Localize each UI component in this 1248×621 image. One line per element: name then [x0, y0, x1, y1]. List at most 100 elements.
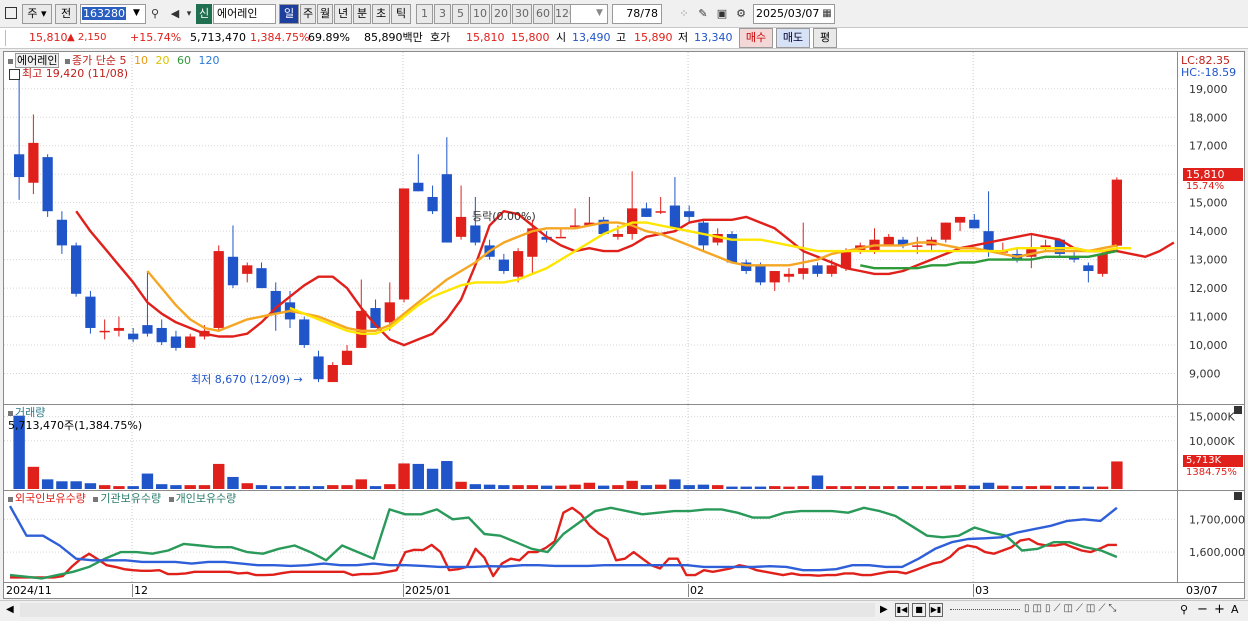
- period-tab-1[interactable]: 주: [300, 4, 316, 24]
- code-dropdown-icon[interactable]: ▼: [133, 8, 140, 18]
- gear-icon[interactable]: ⚙: [736, 7, 746, 20]
- save-icon[interactable]: ▣: [716, 7, 728, 20]
- draw-icon[interactable]: ✎: [698, 7, 708, 20]
- volume-bar: [512, 485, 524, 489]
- window-icon[interactable]: [5, 7, 17, 19]
- volume-bar: [1054, 486, 1066, 489]
- code-input[interactable]: 163280: [80, 4, 146, 24]
- candle-body: [555, 236, 567, 239]
- legend-square-icon: [8, 410, 13, 416]
- volume-bar: [1082, 486, 1095, 489]
- first-page-icon[interactable]: ▮◀: [895, 603, 909, 617]
- font-size-icon[interactable]: A: [1231, 603, 1239, 616]
- candle-body: [1040, 245, 1051, 249]
- candle-body: [413, 182, 424, 192]
- period-tab-4[interactable]: 분: [353, 4, 371, 24]
- volume-bar: [925, 486, 938, 489]
- stop-icon[interactable]: ■: [912, 603, 926, 617]
- x-axis-label: 2025/01: [402, 584, 451, 597]
- minute-option-1[interactable]: 3: [434, 4, 451, 24]
- search-icon[interactable]: ⚲: [150, 7, 160, 20]
- candle-body: [912, 245, 923, 247]
- zoom-search-icon[interactable]: ⚲: [1180, 603, 1189, 616]
- volume-bar: [754, 486, 767, 489]
- volume-bar: [227, 476, 239, 489]
- x-axis-label: 03: [973, 584, 990, 597]
- price-change-pct: +15.74%: [130, 31, 182, 44]
- y-tick-label: 18,000: [1189, 111, 1228, 124]
- minute-option-3[interactable]: 10: [470, 4, 490, 24]
- volume-bar: [769, 486, 781, 489]
- scroll-left-icon[interactable]: ◀: [6, 604, 14, 615]
- avg-button[interactable]: 평: [813, 28, 837, 48]
- zoom-slider[interactable]: [950, 609, 1020, 612]
- candle-body: [527, 228, 538, 257]
- minute-custom-dropdown-icon[interactable]: ▼: [596, 8, 603, 18]
- count-field[interactable]: 78/78: [612, 4, 662, 24]
- volume-bar: [41, 479, 54, 489]
- zoom-in-icon[interactable]: +: [1214, 602, 1225, 617]
- minute-option-5[interactable]: 30: [512, 4, 532, 24]
- volume-bar: [740, 486, 752, 489]
- sell-button[interactable]: 매도: [776, 28, 810, 48]
- candle-body: [113, 327, 125, 331]
- memo-icon[interactable]: [9, 68, 20, 80]
- period-tab-2[interactable]: 월: [317, 4, 333, 24]
- volume-bar: [27, 466, 40, 489]
- period-tab-3[interactable]: 년: [334, 4, 352, 24]
- volume-bar: [241, 483, 253, 489]
- buy-button[interactable]: 매수: [739, 28, 773, 48]
- minute-option-2[interactable]: 5: [452, 4, 469, 24]
- data-icon[interactable]: ⁘: [679, 7, 689, 20]
- candle-body: [1054, 239, 1065, 254]
- volume-bar: [669, 479, 681, 489]
- ma-line-60: [860, 249, 1118, 270]
- last-page-icon[interactable]: ▶▮: [929, 603, 943, 617]
- minute-option-6[interactable]: 60: [533, 4, 553, 24]
- volume-bar: [170, 485, 182, 489]
- legend-square-icon: [8, 58, 13, 64]
- date-field[interactable]: 2025/03/07: [753, 4, 835, 24]
- period-tab-0[interactable]: 일: [279, 4, 299, 24]
- zoom-out-icon[interactable]: −: [1197, 602, 1208, 617]
- ma-line-20: [289, 221, 1132, 335]
- volume-bar: [84, 483, 97, 489]
- minute-option-4[interactable]: 20: [491, 4, 511, 24]
- chevron-down-icon[interactable]: ▾: [186, 9, 192, 19]
- holdings-close-icon[interactable]: [1234, 492, 1242, 500]
- holdings-chart: 1,600,000 1,700,000: [4, 491, 1245, 582]
- cursor-note: 등락(0.00%): [472, 210, 536, 223]
- sound-icon[interactable]: ◀: [170, 7, 180, 20]
- volume-bar: [897, 486, 909, 489]
- candle-body: [128, 333, 139, 340]
- minute-custom-field[interactable]: [570, 4, 608, 24]
- volume-bar: [369, 486, 382, 489]
- market-select[interactable]: 주 ▾: [22, 4, 52, 24]
- scroll-right-icon[interactable]: ▶: [880, 604, 888, 615]
- stock-name-field[interactable]: 에어레인: [213, 4, 276, 24]
- candle-body: [969, 219, 980, 229]
- candle-body: [741, 262, 752, 272]
- volume-title: 거래량: [15, 406, 46, 419]
- holdings-y-tick-label: 1,600,000: [1189, 546, 1245, 559]
- volume-bar: [298, 486, 310, 489]
- volume-close-icon[interactable]: [1234, 406, 1242, 414]
- period-tab-6[interactable]: 틱: [391, 4, 411, 24]
- volume-bar: [56, 481, 68, 489]
- candle-body: [826, 265, 837, 274]
- candle-body: [170, 336, 182, 348]
- calendar-icon[interactable]: ▦: [822, 8, 832, 19]
- period-tab-5[interactable]: 초: [372, 4, 390, 24]
- volume-bar: [1025, 486, 1038, 489]
- volume-bar: [184, 485, 196, 489]
- low-price: 13,340: [694, 31, 733, 44]
- y-tick-label: 19,000: [1189, 83, 1228, 96]
- volume-bar: [683, 485, 695, 489]
- horizontal-scrollbar[interactable]: [20, 603, 875, 617]
- candle-body: [897, 239, 909, 246]
- low-label: 저: [678, 31, 689, 44]
- volume-bar: [412, 463, 425, 489]
- minute-option-0[interactable]: 1: [416, 4, 433, 24]
- prev-select[interactable]: 전: [55, 4, 77, 24]
- candle-body: [684, 211, 695, 217]
